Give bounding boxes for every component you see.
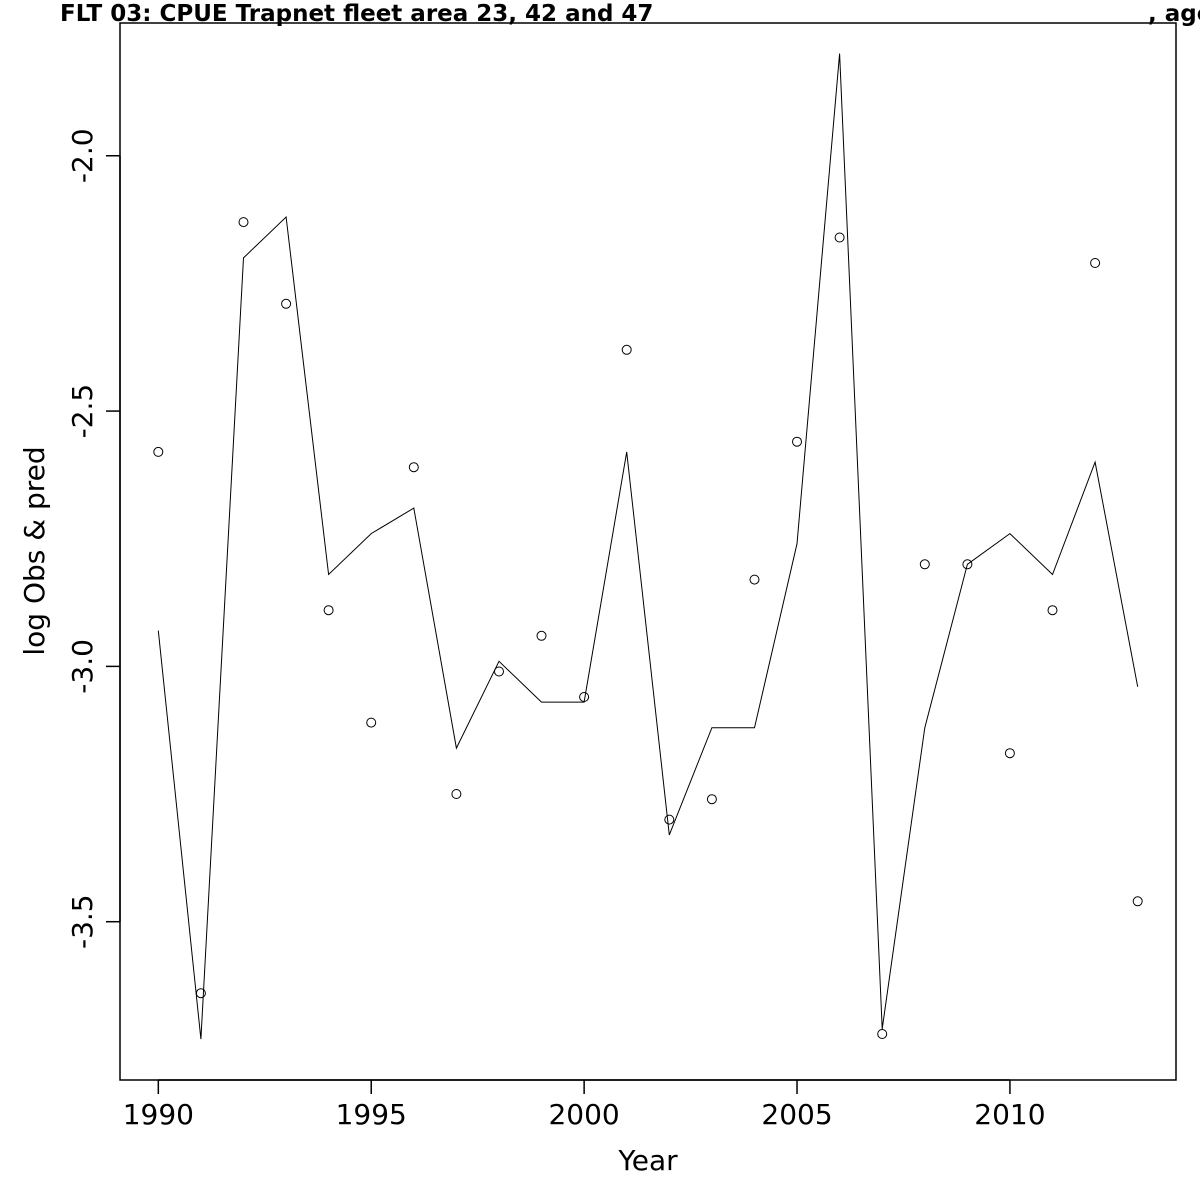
y-tick-label: -3.5: [66, 894, 99, 949]
observed-point: [281, 298, 292, 309]
observed-series: [153, 217, 1143, 1039]
plot-frame: [119, 22, 1177, 1081]
y-axis-title: log Obs & pred: [18, 446, 51, 655]
observed-point: [1132, 896, 1143, 907]
observed-point: [408, 462, 419, 473]
observed-point: [579, 692, 590, 702]
observed-point: [749, 574, 760, 585]
observed-point: [621, 344, 632, 355]
observed-point: [792, 436, 802, 447]
x-tick-label: 2005: [761, 1098, 832, 1131]
observed-point: [238, 217, 249, 228]
y-tick-label: -2.0: [66, 128, 99, 183]
predicted-series: [157, 53, 1139, 1040]
observed-point: [664, 814, 675, 825]
observed-point: [153, 446, 164, 457]
observed-point: [195, 988, 206, 999]
x-tick-label: 2010: [974, 1098, 1045, 1131]
observed-point: [536, 630, 547, 641]
x-tick-label: 1990: [123, 1098, 194, 1131]
y-tick-label: -2.5: [66, 384, 99, 439]
observed-point: [919, 559, 930, 570]
x-tick-label: 1995: [336, 1098, 407, 1131]
x-axis-title: Year: [617, 1144, 678, 1177]
predicted-line: [157, 53, 1139, 1040]
observed-point: [1090, 258, 1101, 268]
observed-point: [834, 232, 845, 243]
observed-point: [706, 794, 717, 805]
observed-point: [451, 789, 462, 799]
y-axis: -3.5 -3.0 -2.5 -2.0: [66, 128, 121, 949]
observed-point: [494, 666, 504, 677]
x-axis: 1990 1995 2000 2005 2010: [123, 1079, 1046, 1131]
observed-point: [962, 559, 973, 570]
x-tick-label: 2000: [548, 1098, 619, 1131]
observed-point: [1004, 748, 1015, 759]
y-tick-label: -3.0: [66, 639, 99, 694]
observed-point: [1047, 605, 1058, 616]
observed-point: [877, 1029, 888, 1039]
observed-point: [323, 605, 334, 616]
observed-point: [366, 717, 377, 728]
